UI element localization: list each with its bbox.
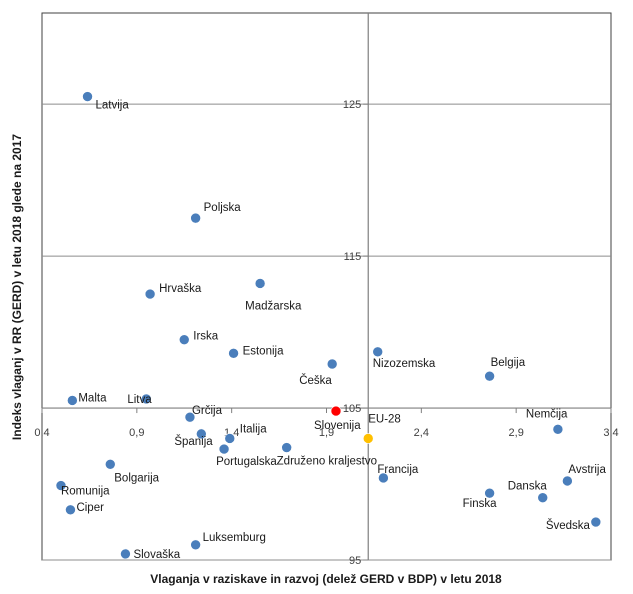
y-tick-label: 125	[343, 99, 361, 111]
point-label-luksemburg: Luksemburg	[203, 532, 266, 544]
point-avstrija	[562, 475, 573, 487]
point-latvija	[82, 91, 93, 102]
x-axis-title: Vlaganja v raziskave in razvoj (delež GE…	[150, 572, 502, 586]
point-label-romunija: Romunija	[61, 486, 110, 498]
point-nizozemska	[372, 346, 384, 358]
point-litva	[141, 393, 152, 405]
point-label-ciper: Ciper	[76, 502, 104, 514]
point-label-irska: Irska	[193, 331, 219, 343]
point-irska	[178, 334, 190, 345]
point-poljska	[190, 212, 201, 224]
point-nemcija	[552, 424, 564, 435]
point-estonija	[228, 348, 239, 359]
point-label-avstrija: Avstrija	[568, 464, 606, 476]
point-luksemburg	[190, 539, 201, 551]
x-tick-label: 0,4	[34, 427, 49, 439]
x-tick-label: 2,4	[414, 427, 429, 439]
point-label-madzarska: Madžarska	[245, 300, 302, 312]
point-belgija	[484, 370, 495, 382]
point-italija	[224, 433, 236, 444]
point-hrvaska	[144, 288, 156, 300]
point-eu-28	[362, 433, 374, 444]
point-label-portugalska: Portugalska	[216, 456, 277, 468]
point-slovaska	[120, 548, 131, 560]
point-ceska	[326, 358, 338, 370]
point-label-litva: Litva	[127, 394, 152, 406]
point-danska	[537, 492, 549, 504]
y-axis-title: Indeks vlaganj v RR (GERD) v letu 2018 g…	[10, 134, 24, 440]
x-tick-label: 2,9	[509, 427, 524, 439]
point-bolgarija	[104, 458, 116, 470]
point-grcija	[184, 411, 196, 423]
x-tick-label: 1,9	[319, 427, 334, 439]
point-spanija	[196, 428, 207, 440]
point-label-slovaska: Slovaška	[133, 549, 180, 561]
point-label-svedska: Švedska	[546, 519, 591, 532]
point-svedska	[590, 516, 602, 528]
point-label-poljska: Poljska	[204, 202, 242, 214]
point-malta	[67, 395, 78, 406]
y-tick-label: 115	[344, 251, 362, 263]
point-label-hrvaska: Hrvaška	[159, 283, 202, 295]
point-label-danska: Danska	[508, 481, 548, 493]
point-finska	[484, 487, 495, 499]
point-label-malta: Malta	[78, 392, 107, 404]
y-tick-label: 95	[349, 555, 361, 567]
y-tick-label: 105	[343, 403, 361, 415]
point-ciper	[65, 504, 76, 516]
point-label-nizozemska: Nizozemska	[373, 358, 436, 370]
point-label-francija: Francija	[377, 464, 419, 476]
point-label-ceska: Češka	[299, 374, 332, 387]
x-tick-label: 0,9	[129, 427, 144, 439]
point-madzarska	[254, 278, 266, 289]
point-label-grcija: Grčija	[192, 405, 223, 417]
point-label-bolgarija: Bolgarija	[114, 472, 159, 484]
point-zdruzeno-kraljestvo	[281, 442, 292, 453]
point-labels: Latvija Poljska Hrvaška Madžarska Irska Eston…	[61, 100, 607, 561]
point-label-zdruzeno-kraljestvo: Združeno kraljestvo	[277, 456, 377, 468]
point-label-spanija: Španija	[174, 435, 213, 448]
point-label-slovenija: Slovenija	[314, 420, 361, 432]
x-tick-label: 3,4	[603, 427, 618, 439]
data-points	[55, 91, 602, 560]
point-label-nemcija: Nemčija	[526, 408, 568, 420]
point-label-latvija: Latvija	[96, 100, 130, 112]
point-slovenija	[330, 405, 342, 417]
point-label-eu-28: EU-28	[368, 413, 401, 425]
point-portugalska	[218, 443, 230, 455]
grid-lines	[42, 103, 611, 561]
point-label-italija: Italija	[240, 423, 267, 435]
point-label-finska: Finska	[463, 498, 497, 510]
point-label-estonija: Estonija	[243, 345, 285, 357]
point-romunija	[55, 480, 67, 491]
point-label-belgija: Belgija	[491, 357, 526, 369]
point-francija	[378, 472, 389, 484]
